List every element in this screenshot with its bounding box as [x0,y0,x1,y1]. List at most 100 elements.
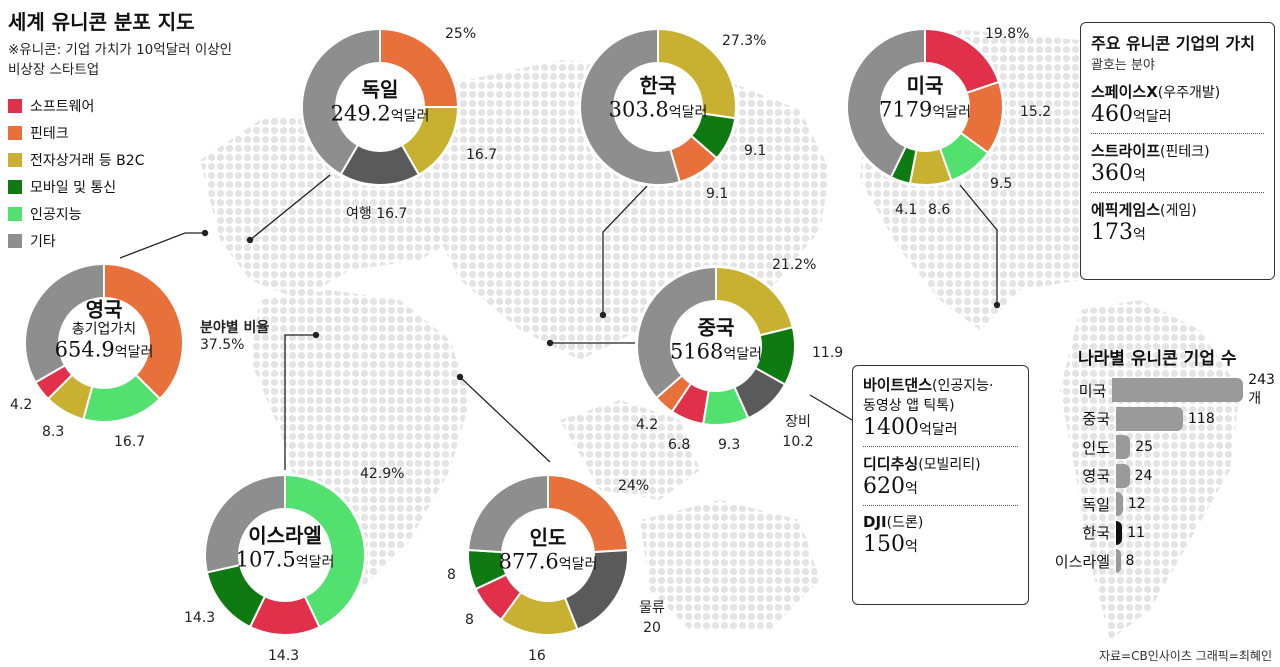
company-unit: 억달러 [919,422,958,438]
slice-label: 15.2 [1020,104,1052,120]
company-name: 스트라이프 [1091,142,1161,160]
germany-center-label: 독일 249.2억달러 [331,77,430,126]
slice-label: 물류 20 [639,600,665,636]
uk-center-label: 영국 총기업가치 654.9억달러 [55,297,154,362]
company-name: 디디추싱 [863,455,919,473]
slice-label: 4.2 [10,397,33,413]
slice-label: 14.3 [268,648,300,664]
total-caption: 총기업가치 [71,321,137,338]
country-name: 중국 [697,315,735,340]
page-title: 세계 유니콘 분포 지도 [8,10,195,34]
total-unit: 억달러 [723,346,763,363]
slice-label: 16.7 [114,434,146,450]
legend-label: 전자상거래 등 B2C [30,152,145,169]
donut-slice-etc [24,262,105,384]
total-unit: 억달러 [114,344,154,361]
legend-item: 기타 [8,227,144,254]
bar-value-label: 118 [1188,410,1215,427]
us-top-unicorns-box: 주요 유니콘 기업의 가치 괄호는 분야 스페이스X(우주개발) 460억달러 … [1080,22,1275,280]
legend-item: 인공지능 [8,200,144,227]
bar-category-label: 영국 [1082,467,1110,485]
bar-category-label: 이스라엘 [1054,552,1110,571]
slice-label: 9.1 [744,143,767,159]
divider [863,446,1018,447]
source-credit: 자료=CB인사이츠 그래픽=최혜인 [1098,649,1272,663]
total-number: 7179 [878,97,933,122]
usa-center-label: 미국 7179억달러 [879,74,971,122]
slice-label: 11.9 [812,345,844,361]
slice-label: 9.5 [990,176,1013,192]
company-unit: 억 [1133,227,1146,243]
china-center-label: 중국 5168억달러 [670,315,762,364]
bar-row: 독일 12 [1040,491,1146,517]
company-field: (우주개발) [1157,85,1221,101]
country-name: 인도 [529,525,567,550]
slice-label: 8.6 [928,202,951,218]
company-entry: 스트라이프(핀테크) 360억 [1091,140,1264,186]
company-field: (게임) [1160,203,1197,219]
total-value: 107.5억달러 [236,547,335,571]
bar-category-label: 중국 [1082,410,1110,428]
slice-label: 4.1 [895,202,918,218]
slice-label: 27.3% [722,33,767,49]
legend-swatch [8,206,22,221]
company-entry: 디디추싱(모빌리티) 620억 [863,453,1018,499]
country-name: 독일 [361,77,399,102]
legend-label: 기타 [30,233,56,250]
bar-value-label: 25 [1135,439,1154,455]
divider [863,505,1018,506]
bar-row: 중국 118 [1040,406,1215,432]
divider [1091,192,1264,193]
company-value: 360 [1091,161,1133,186]
donut-slice-etc [204,473,286,574]
legend-item: 모바일 및 통신 [8,173,144,200]
legend-swatch [8,125,22,140]
bar-row: 이스라엘 8 [1040,548,1134,574]
company-field: (인공지능· [932,378,994,394]
leader-lines [119,174,998,470]
slice-label: 16.7 [466,147,498,163]
bar-value-label: 24 [1134,467,1153,484]
legend-swatch [8,179,22,194]
company-value: 150 [863,532,905,557]
country-name: 영국 [85,297,123,322]
donut-slice-etc [301,27,381,176]
country-name: 이스라엘 [248,523,322,548]
bar [1116,549,1121,573]
company-entry: 에픽게임스(게임) 173억 [1091,199,1264,245]
total-number: 249.2 [330,101,391,126]
total-value: 7179억달러 [879,97,971,121]
donut-hole [671,301,761,391]
israel-center-label: 이스라엘 107.5억달러 [236,523,335,572]
legend-label: 소프트웨어 [30,98,95,115]
legend-swatch [8,98,22,113]
bar-row: 인도 25 [1040,434,1153,460]
bar-category-label: 한국 [1082,524,1110,542]
bar-row: 영국 24 [1040,463,1152,489]
legend-label: 핀테크 [30,125,69,142]
donut-hole [614,63,702,151]
slice-label: 21.2% [772,257,817,273]
legend-label: 모바일 및 통신 [30,179,117,196]
company-name: DJI [863,513,887,531]
bar [1116,463,1130,488]
total-number: 303.8 [608,97,669,122]
company-value: 1400 [863,415,919,440]
company-unit: 억 [905,481,918,497]
total-unit: 억달러 [932,104,972,121]
total-unit: 억달러 [558,556,598,573]
slice-label: 16 [528,648,546,664]
company-unit: 억달러 [1133,109,1172,125]
total-value: 249.2억달러 [331,101,430,125]
donut-hole [239,509,331,601]
korea-center-label: 한국 303.8억달러 [608,74,708,122]
total-value: 5168억달러 [670,339,762,363]
note-line: 비상장 스타트업 [8,62,100,78]
donut-slice-etc [846,27,926,179]
slice-label: 19.8% [985,26,1030,42]
donut-hole [336,63,424,151]
legend-label: 인공지능 [30,206,82,223]
donut-slice-ai [284,473,366,629]
